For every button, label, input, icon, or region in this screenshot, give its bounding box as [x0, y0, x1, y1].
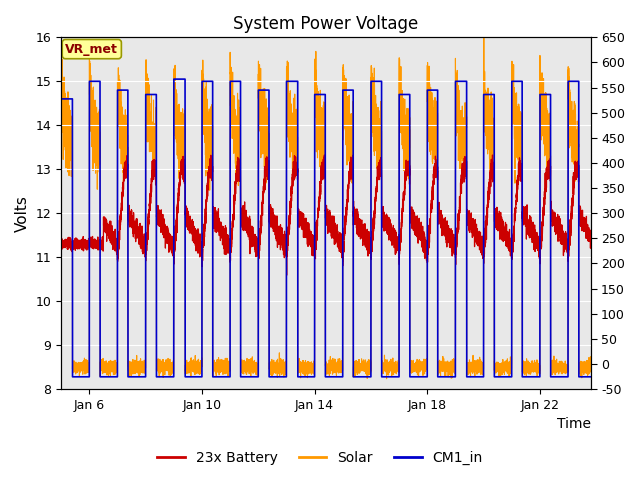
Text: VR_met: VR_met [65, 43, 118, 56]
Legend: 23x Battery, Solar, CM1_in: 23x Battery, Solar, CM1_in [152, 445, 488, 471]
Y-axis label: Volts: Volts [15, 195, 30, 232]
Title: System Power Voltage: System Power Voltage [233, 15, 419, 33]
X-axis label: Time: Time [557, 418, 591, 432]
